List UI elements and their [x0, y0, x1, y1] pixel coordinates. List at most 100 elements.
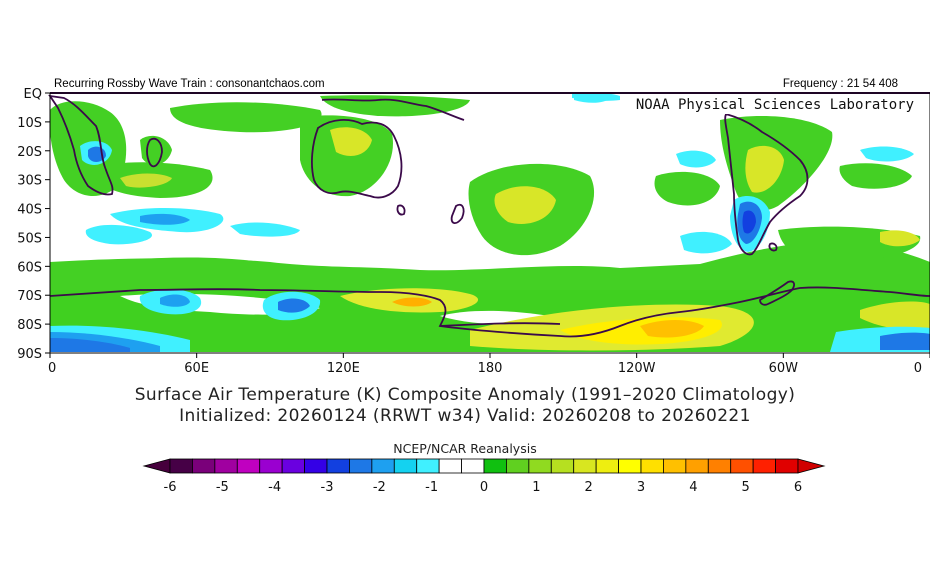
lat-label: 50S: [17, 231, 42, 246]
colorbar-swatch: [730, 458, 754, 474]
field-cyan-atlantic-20s: [860, 146, 914, 162]
colorbar-tick-label: -6: [164, 480, 177, 495]
colorbar-swatch: [349, 458, 373, 474]
coastline-falklands: [768, 242, 778, 252]
colorbar-swatch: [304, 458, 328, 474]
colorbar-tick-label: -5: [216, 480, 229, 495]
colorbar-title: NCEP/NCAR Reanalysis: [393, 441, 537, 456]
coastline-ross-ice-shelf: [439, 322, 561, 327]
header-right-text: Frequency : 21 54 408: [782, 78, 898, 90]
lat-label: 60S: [17, 260, 42, 275]
colorbar-swatch: [236, 458, 261, 474]
field-green-indian-eq: [170, 102, 322, 133]
colorbar-tick-label: -4: [268, 480, 281, 495]
colorbar-tick-label: 3: [637, 480, 645, 495]
colorbar-swatch: [281, 458, 305, 474]
field-green-atlantic-20s: [839, 163, 912, 189]
latitude-axis: EQ 10S 20S 30S 40S 50S 60S 70S 80S 90S: [17, 87, 50, 362]
colorbar-tick-label: -3: [321, 480, 334, 495]
lon-label: 120W: [618, 361, 656, 376]
colorbar-tick-label: 4: [689, 480, 697, 495]
colorbar-swatch: [192, 458, 216, 474]
colorbar-swatch: [573, 458, 597, 474]
colorbar-swatch: [595, 458, 619, 474]
colorbar-swatch: [752, 458, 776, 474]
field-yellow-southamerica: [745, 145, 784, 193]
lon-label: 0: [48, 361, 56, 376]
lon-label: 120E: [327, 361, 360, 376]
colorbar-tick-label: 2: [585, 480, 593, 495]
field-blue-antarctic-2: [278, 298, 310, 313]
colorbar-swatch: [528, 458, 552, 474]
lon-label: 60W: [769, 361, 799, 376]
field-darkblue-patagonia: [742, 210, 756, 234]
colorbar-swatch: [618, 458, 642, 474]
colorbar-tick-label: 0: [480, 480, 488, 495]
lat-label: 20S: [17, 145, 42, 160]
lat-label: 70S: [17, 289, 42, 304]
field-cyan-50s: [85, 224, 152, 245]
field-green-australia: [300, 115, 393, 197]
field-yellow-australia: [330, 127, 372, 156]
field-blue-antarctic-1: [160, 294, 190, 307]
field-green-eastpacific: [654, 171, 720, 206]
colorbar-swatch: [461, 458, 485, 474]
colorbar-swatch: [416, 458, 440, 474]
coastline-australia: [311, 119, 403, 199]
colorbar-over-arrow: [797, 458, 826, 474]
field-green-madagascar: [140, 135, 172, 165]
credit-backdrop: [624, 94, 920, 114]
colorbar-swatch: [506, 458, 530, 474]
colorbar-swatch: [707, 458, 732, 474]
field-yellow-indian-30s: [120, 173, 172, 188]
coastline-newzealand: [450, 203, 465, 224]
colorbar-swatch: [550, 458, 575, 474]
colorbar-swatch: [371, 458, 395, 474]
field-yellow-southatlantic: [880, 230, 920, 247]
anomaly-fields: [49, 92, 930, 352]
colorbar-swatch: [640, 458, 664, 474]
field-cyan-45s-mid: [230, 222, 300, 237]
lon-label: 60E: [184, 361, 209, 376]
colorbar-under-arrow: [142, 458, 171, 474]
field-yellow-ross-east: [860, 301, 930, 331]
longitude-axis: 0 60E 120E 180 120W 60W 0: [48, 353, 930, 376]
title-line-1: Surface Air Temperature (K) Composite An…: [134, 385, 796, 405]
field-darkblue-southpole-west: [50, 338, 130, 352]
colorbar-swatch: [393, 458, 418, 474]
coastline-antarctica: [49, 286, 930, 338]
colorbar-swatch: [775, 458, 799, 474]
coastline-tasmania: [396, 204, 406, 216]
coastline-africa: [48, 94, 114, 196]
field-cyan-eastpacific: [676, 150, 716, 168]
colorbar-swatch: [483, 458, 507, 474]
colorbar-swatch: [326, 458, 350, 474]
map-credit: NOAA Physical Sciences Laboratory: [636, 97, 914, 113]
lat-label: 80S: [17, 318, 42, 333]
colorbar-tick-label: 6: [794, 480, 802, 495]
colorbar-swatch: [169, 458, 193, 474]
coastline-antarctic-peninsula: [759, 280, 795, 306]
lat-label: 40S: [17, 203, 42, 218]
header-left-text: Recurring Rossby Wave Train : consonantc…: [54, 78, 325, 90]
coastline-indonesia: [321, 98, 465, 121]
lat-label: 90S: [17, 347, 42, 362]
field-orange-rossice: [392, 297, 432, 307]
field-blue-40s: [140, 213, 190, 225]
colorbar: -6 -5 -4 -3 -2 -1 0 1 2 3 4 5 6: [142, 458, 826, 495]
colorbar-swatch: [663, 458, 687, 474]
lon-label: 0: [914, 361, 922, 376]
field-cyan-tropic-west: [572, 92, 620, 101]
title-line-2: Initialized: 20260124 (RRWT w34) Valid: …: [179, 406, 751, 426]
field-yellow-southpacific: [494, 186, 556, 224]
field-green-60s-patch: [110, 257, 260, 272]
lat-label: 10S: [17, 116, 42, 131]
lat-label: EQ: [24, 87, 42, 102]
lat-label: 30S: [17, 174, 42, 189]
field-green-band-60s: [50, 241, 930, 290]
coastlines: [48, 94, 930, 338]
colorbar-tick-label: 1: [532, 480, 540, 495]
coastline-southamerica: [724, 112, 809, 256]
